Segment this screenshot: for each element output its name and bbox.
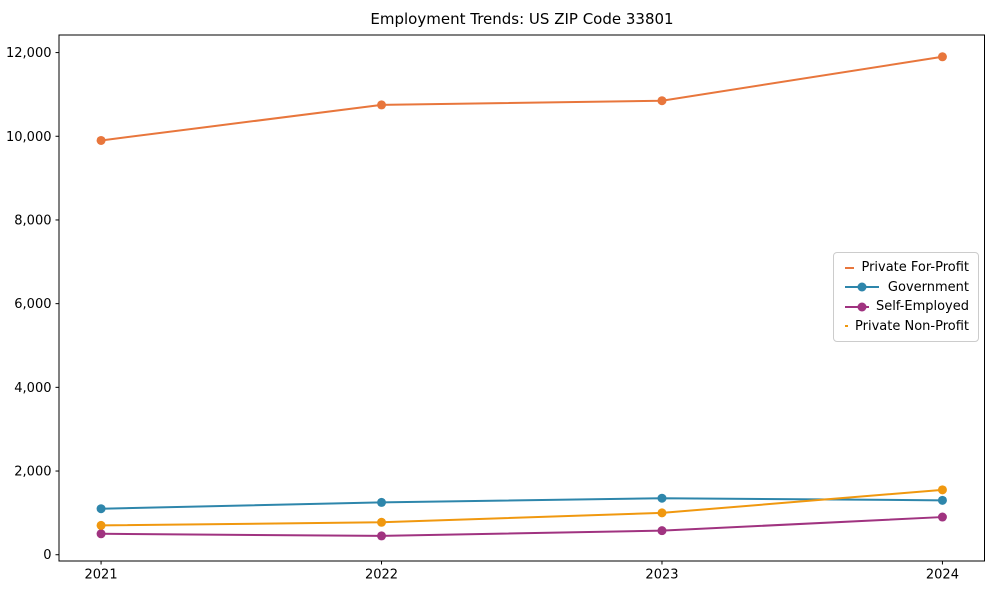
x-tick-label: 2022	[365, 568, 398, 583]
data-point	[377, 531, 387, 541]
data-point	[657, 526, 667, 536]
data-point	[657, 96, 667, 106]
legend-entry: Private Non-Profit	[843, 317, 969, 336]
series-line-private-for-profit	[100, 55, 943, 142]
legend-label: Private For-Profit	[861, 260, 969, 276]
data-point	[96, 520, 106, 530]
y-tick-label: 4,000	[14, 381, 51, 396]
data-point	[377, 497, 387, 507]
y-tick-label: 6,000	[14, 297, 51, 312]
legend-marker-icon	[845, 282, 879, 292]
legend-marker-icon	[845, 266, 855, 269]
series-line-private-non-profit	[101, 488, 943, 527]
data-point	[96, 135, 106, 145]
y-tick-label: 0	[43, 548, 51, 563]
data-point	[657, 493, 667, 503]
legend-label: Self-Employed	[875, 299, 969, 315]
x-tick-label: 2024	[926, 568, 959, 583]
legend: Private For-Profit Government Self-Employe…	[833, 252, 979, 342]
data-point	[96, 529, 106, 539]
legend-marker-icon	[845, 302, 869, 312]
x-tick-label: 2023	[645, 568, 678, 583]
data-point	[937, 52, 947, 62]
legend-entry: Private For-Profit	[843, 258, 969, 277]
series-line-self-employed	[101, 516, 943, 537]
y-tick-label: 12,000	[6, 46, 52, 61]
x-tick-label: 2021	[85, 568, 118, 583]
y-tick-label: 2,000	[14, 465, 51, 480]
data-point	[937, 495, 947, 505]
y-tick-label: 10,000	[6, 130, 52, 145]
data-point	[657, 508, 667, 518]
legend-label: Private Non-Profit	[855, 318, 969, 334]
data-point	[377, 100, 387, 110]
data-point	[937, 485, 947, 495]
chart-title: Employment Trends: US ZIP Code 33801	[370, 10, 674, 28]
legend-entry: Self-Employed	[843, 297, 969, 316]
y-tick-label: 8,000	[14, 213, 51, 228]
data-point	[96, 504, 106, 514]
data-point	[377, 517, 387, 527]
data-point	[937, 512, 947, 522]
plot-border	[58, 34, 985, 562]
legend-entry: Government	[843, 278, 969, 297]
series-line-government	[101, 497, 943, 510]
legend-label: Government	[887, 279, 969, 295]
legend-marker-icon	[845, 325, 849, 328]
